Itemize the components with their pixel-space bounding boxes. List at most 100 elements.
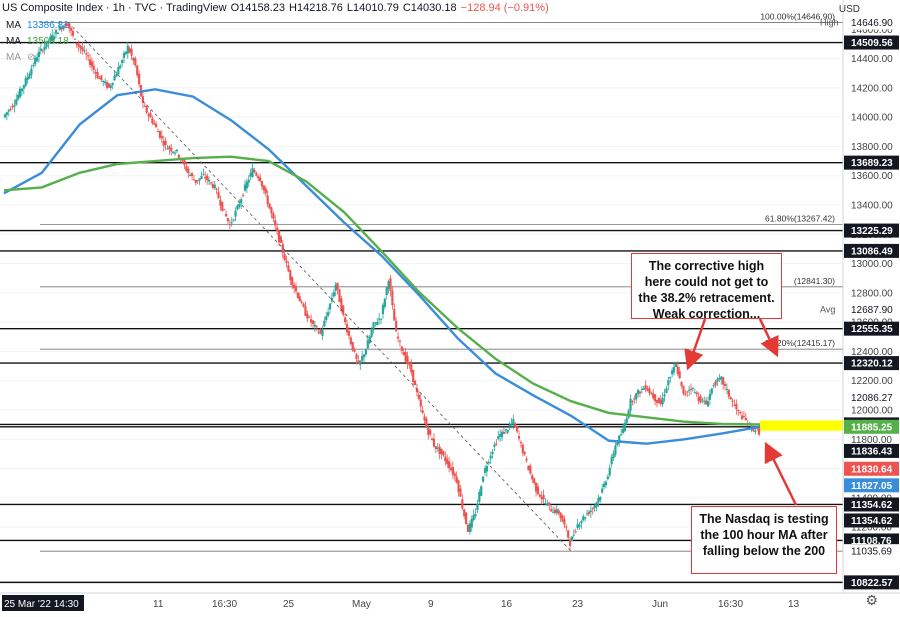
candle-body [729, 397, 732, 400]
candle-body [430, 438, 434, 441]
candle-body [315, 326, 318, 328]
candle-body [395, 320, 398, 332]
candle-body [731, 400, 734, 402]
settings-gear-icon[interactable]: ⚙ [865, 592, 878, 608]
currency-label[interactable]: USD [838, 4, 860, 15]
candle-body [584, 517, 587, 519]
candle-body [308, 316, 311, 318]
candle-body [676, 366, 679, 375]
candle-body [122, 53, 126, 58]
arrow-to-retracement [758, 318, 779, 358]
axis-label: 14509.56 [851, 38, 893, 49]
candle-body [635, 393, 638, 400]
candle-body [359, 360, 362, 365]
eye-icon[interactable]: ⊘ [27, 52, 36, 63]
candle-body [147, 114, 150, 116]
symbol-title[interactable]: US Composite Index · 1h · TVC · TradingV… [2, 2, 227, 14]
candle-body [255, 172, 258, 176]
candle-body [22, 85, 25, 89]
candle-body [606, 476, 609, 480]
candle-body [421, 410, 424, 413]
candle-body [291, 277, 294, 286]
candle-body [319, 329, 322, 334]
ohlc-high: H14218.76 [289, 2, 343, 14]
candle-body [595, 502, 598, 508]
candle-body [296, 292, 299, 298]
candle-body [742, 415, 746, 417]
candle-body [73, 38, 76, 40]
candle-body [536, 486, 540, 494]
candle-body [136, 65, 139, 76]
candle-body [502, 431, 506, 434]
candle-body [712, 385, 715, 387]
candle-body [589, 510, 592, 513]
axis-label-bg [844, 35, 899, 50]
y-tick-label: 14600.00 [851, 25, 893, 36]
candle-body [391, 290, 394, 306]
ma-legend-2[interactable]: MA 13503.18 [6, 36, 69, 47]
horizontal-levels: 100.00%(14646.90) 61.80%(13267.42) (12841.… [0, 11, 843, 584]
axis-label: 12320.12 [851, 359, 893, 370]
y-tick-label: 11200.00 [851, 523, 892, 534]
candle-body [338, 289, 341, 303]
candle-body [591, 508, 594, 510]
candle-body [546, 503, 549, 506]
ma-legend-1[interactable]: MA 13386.81 [6, 20, 69, 31]
candle-body [54, 30, 58, 34]
candle-body [34, 57, 37, 65]
candle-body [393, 309, 396, 321]
time-cursor-bg [2, 595, 84, 611]
candle-body [334, 284, 337, 291]
candle-body [151, 118, 154, 124]
candle-body [553, 509, 557, 514]
axis-label: 11836.43 [851, 446, 893, 457]
candle-body [228, 223, 231, 226]
candle-body [130, 49, 133, 56]
candle-body [608, 467, 611, 476]
x-tick-label: 13 [788, 599, 800, 610]
candle-body [597, 498, 600, 503]
candle-body [451, 466, 454, 475]
candle-body [221, 201, 224, 211]
candle-body [366, 340, 369, 349]
candle-body [516, 426, 519, 432]
candle-body [671, 370, 674, 375]
x-tick-label: 16:30 [212, 599, 237, 610]
axis-label: 11108.76 [851, 536, 892, 547]
candle-body [300, 301, 303, 303]
candle-body [138, 73, 141, 85]
candle-body [7, 110, 10, 112]
axis-label-bg [844, 513, 899, 528]
candle-body [563, 519, 566, 525]
ma-legend-3[interactable]: MA ⊘ [6, 52, 35, 63]
candle-body [258, 177, 262, 181]
retracement-label: 100.00%(14646.90) [760, 11, 835, 21]
y-tick-label: 13000.00 [851, 259, 893, 270]
candle-body [327, 312, 330, 316]
candle-body [489, 455, 492, 459]
axis-label-bg [844, 443, 899, 458]
candle-body [277, 230, 281, 243]
candle-body [438, 446, 441, 455]
candle-body [480, 486, 483, 496]
candle-body [105, 82, 109, 88]
candle-body [56, 32, 59, 35]
candle-body [45, 40, 48, 48]
candle-body [523, 452, 526, 455]
candle-body [115, 73, 118, 77]
axis-label: 12086.27 [851, 393, 893, 404]
candle-body [499, 434, 502, 437]
candle-body [723, 384, 727, 386]
candle-body [661, 397, 664, 405]
axis-label-bg [844, 390, 899, 405]
candle-body [289, 270, 292, 281]
candle-body [565, 526, 568, 528]
candle-body [434, 446, 437, 450]
candle-body [117, 66, 120, 75]
candle-body [9, 108, 12, 110]
candle-body [85, 53, 88, 55]
candle-body [695, 392, 698, 395]
candle-body [83, 50, 86, 52]
candle-body [468, 523, 471, 532]
